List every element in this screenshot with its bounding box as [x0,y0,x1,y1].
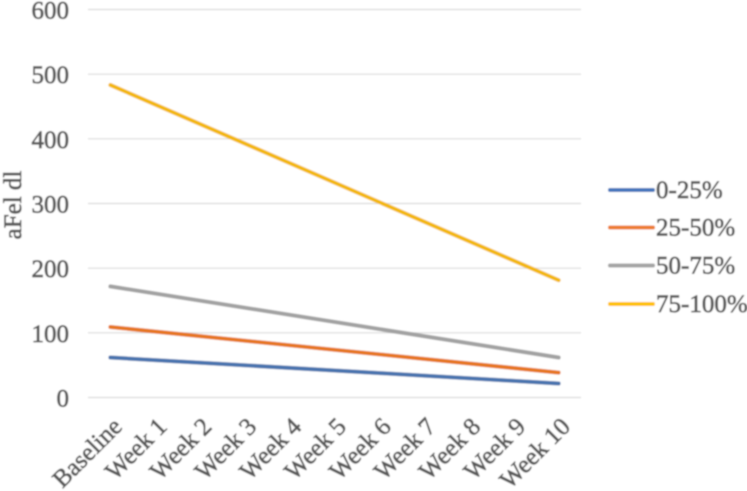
svg-text:75-100%: 75-100% [656,291,747,318]
svg-text:100: 100 [32,321,70,348]
svg-text:500: 500 [32,62,70,89]
svg-text:0-25%: 0-25% [656,177,723,204]
svg-text:50-75%: 50-75% [656,253,735,280]
svg-text:0: 0 [57,386,70,413]
svg-text:aFel dl: aFel dl [0,171,27,240]
svg-text:400: 400 [32,127,70,154]
svg-text:600: 600 [32,0,70,25]
svg-text:200: 200 [32,256,70,283]
svg-text:25-50%: 25-50% [656,215,735,242]
svg-text:300: 300 [32,192,70,219]
